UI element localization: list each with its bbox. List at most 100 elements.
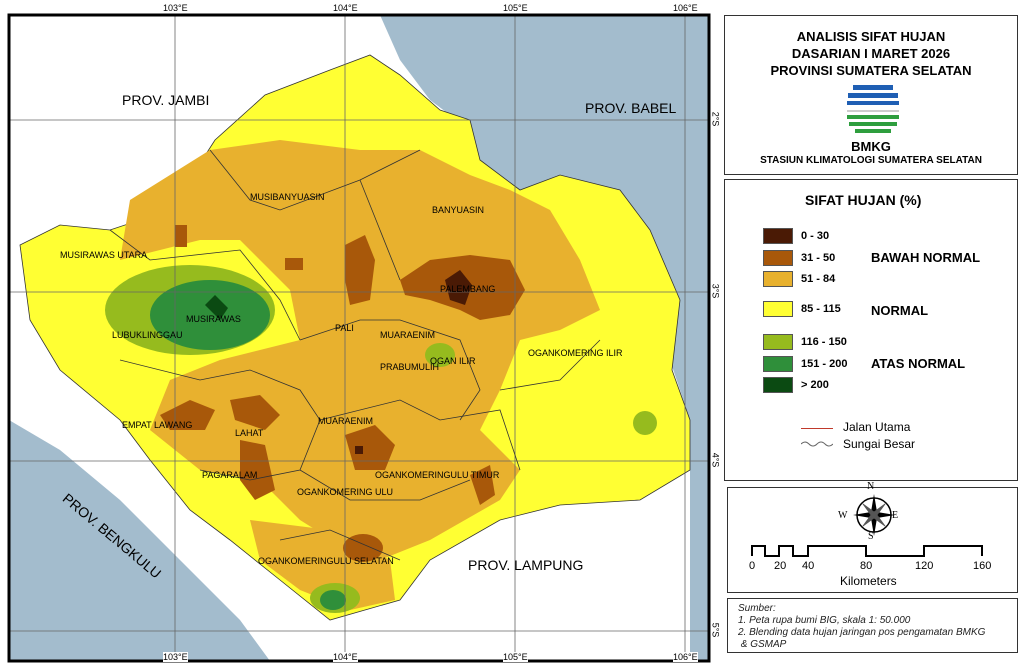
station-name: STASIUN KLIMATOLOGI SUMATERA SELATAN xyxy=(760,155,982,166)
source-item: 2. Blending data hujan jaringan pos peng… xyxy=(738,627,986,638)
region-label: PALEMBANG xyxy=(440,284,496,294)
legend-box: SIFAT HUJAN (%) 0 - 30 31 - 50 51 - 84 8… xyxy=(724,179,1018,481)
title-box: ANALISIS SIFAT HUJAN DASARIAN I MARET 20… xyxy=(724,15,1018,175)
scale-tick: 0 xyxy=(749,560,756,572)
legend-category: ATAS NORMAL xyxy=(871,356,966,371)
legend-swatch xyxy=(763,271,793,287)
legend-label: 51 - 84 xyxy=(801,273,836,285)
region-31-50-e xyxy=(345,425,395,470)
lat-label: 4°S xyxy=(710,452,721,468)
legend-label: 116 - 150 xyxy=(801,336,847,348)
compass-n: N xyxy=(867,481,875,492)
road-line-icon xyxy=(801,428,833,429)
bmkg-logo xyxy=(846,82,900,136)
district-borders xyxy=(109,149,601,561)
legend-label: 31 - 50 xyxy=(801,252,836,264)
region-label: MUARAENIM xyxy=(380,330,436,340)
lon-label-bottom: 103°E xyxy=(163,652,188,662)
source-item: 1. Peta rupa bumi BIG, skala 1: 50.000 xyxy=(738,615,911,626)
legend-line-label: Sungai Besar xyxy=(843,437,916,451)
legend-line-label: Jalan Utama xyxy=(843,420,911,434)
region-31-50-b xyxy=(160,400,215,430)
province-label: PROV. BABEL xyxy=(585,100,677,116)
region-151-200-south xyxy=(320,590,346,610)
scale-tick: 160 xyxy=(973,560,992,572)
region-0-30-muaraenim xyxy=(355,446,363,454)
region-label: BANYUASIN xyxy=(432,205,485,215)
graticule xyxy=(9,15,709,661)
province-label: PROV. LAMPUNG xyxy=(468,557,584,573)
map-title-line: DASARIAN I MARET 2026 xyxy=(791,46,951,61)
region-31-50-a xyxy=(345,235,375,305)
region-label: MUSIRAWAS UTARA xyxy=(60,250,148,260)
region-label: PRABUMULIH xyxy=(380,362,440,372)
lat-label: 2°S xyxy=(710,111,721,127)
region-label: OGANKOMERINGULU TIMUR xyxy=(375,470,500,480)
legend-category: NORMAL xyxy=(871,303,929,318)
region-label: PALI xyxy=(335,323,354,333)
legend-swatch xyxy=(763,356,793,372)
compass-rose-icon xyxy=(853,494,895,536)
source-heading: Sumber: xyxy=(738,603,776,614)
map-frame xyxy=(7,13,711,663)
lon-label: 106°E xyxy=(673,3,698,13)
lon-label-bottom: 104°E xyxy=(333,652,358,662)
region-label: OGANKOMERING ULU xyxy=(297,487,394,497)
legend-label: 85 - 115 xyxy=(801,303,841,315)
legend-label: > 200 xyxy=(801,379,829,391)
region-label: LUBUKLINGGAU xyxy=(112,330,183,340)
region-label: MUSIBANYUASIN xyxy=(250,192,325,202)
scale-box: N S W E 0 20 40 80 120 160 Kilometers xyxy=(727,481,1018,593)
lat-label: 5°S xyxy=(710,622,721,638)
province-label: PROV. JAMBI xyxy=(122,92,210,108)
legend-swatch xyxy=(763,250,793,266)
lat-label: 3°S xyxy=(710,283,721,299)
scale-unit: Kilometers xyxy=(840,574,897,588)
map-title-line: ANALISIS SIFAT HUJAN xyxy=(796,29,946,44)
region-label: MUSIRAWAS xyxy=(186,314,241,324)
region-label: EMPAT LAWANG xyxy=(122,420,193,430)
logo-text: BMKG xyxy=(851,139,891,154)
legend-swatch xyxy=(763,228,793,244)
scale-bar xyxy=(751,545,983,557)
legend-label: 151 - 200 xyxy=(801,358,848,370)
region-116-150-oganilir xyxy=(425,343,455,367)
source-box: Sumber: 1. Peta rupa bumi BIG, skala 1: … xyxy=(727,598,1018,653)
source-item: & GSMAP xyxy=(738,639,787,650)
scale-tick: 120 xyxy=(915,560,934,572)
sea xyxy=(380,15,709,661)
compass-s: S xyxy=(868,531,874,542)
legend-category: BAWAH NORMAL xyxy=(871,250,981,265)
compass-e: E xyxy=(892,510,899,521)
map-title-line: PROVINSI SUMATERA SELATAN xyxy=(770,63,972,78)
legend-title: SIFAT HUJAN (%) xyxy=(805,192,922,208)
scale-tick: 20 xyxy=(774,560,787,572)
lon-label: 104°E xyxy=(333,3,358,13)
compass-w: W xyxy=(838,510,848,521)
river-line-icon xyxy=(801,441,833,447)
region-label: OGANKOMERING ILIR xyxy=(528,348,623,358)
sea-west xyxy=(9,420,270,661)
region-gt-200 xyxy=(205,295,228,320)
region-label: OGANKOMERINGULU SELATAN xyxy=(258,556,394,566)
lon-label-bottom: 105°E xyxy=(503,652,528,662)
lon-label-bottom: 106°E xyxy=(673,652,698,662)
lon-label: 103°E xyxy=(163,3,188,13)
legend-swatch xyxy=(763,377,793,393)
legend-swatch xyxy=(763,334,793,350)
region-31-50-h xyxy=(175,225,187,247)
region-label: OGAN ILIR xyxy=(430,356,476,366)
region-31-50-c xyxy=(230,395,280,430)
region-116-150-east xyxy=(633,411,657,435)
region-151-200 xyxy=(150,280,270,350)
region-51-84-south xyxy=(250,520,395,610)
region-31-50-f xyxy=(470,465,495,505)
legend-swatch xyxy=(763,301,793,317)
region-0-30-palembang xyxy=(445,270,472,305)
region-31-50-d xyxy=(240,440,275,500)
scale-tick: 40 xyxy=(802,560,815,572)
region-label: LAHAT xyxy=(235,428,264,438)
legend-label: 0 - 30 xyxy=(801,230,830,242)
lon-label: 105°E xyxy=(503,3,528,13)
